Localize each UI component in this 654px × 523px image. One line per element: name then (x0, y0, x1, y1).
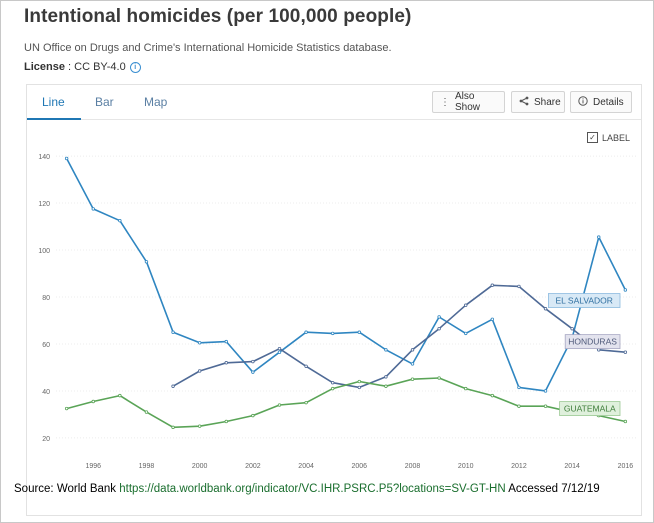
license-line: License : CC BY-4.0 i (24, 61, 141, 73)
license-label: License (24, 61, 65, 73)
share-button[interactable]: Share (511, 91, 565, 113)
label-toggle[interactable]: ✓ LABEL (587, 132, 630, 143)
active-tab-indicator (27, 118, 81, 120)
source-text: UN Office on Drugs and Crime's Internati… (24, 42, 392, 54)
details-button[interactable]: Details (570, 91, 632, 113)
share-label: Share (534, 96, 561, 108)
tab-bar: Line Bar Map ⋮ Also Show Share Details (27, 85, 641, 120)
license-value: : CC BY-4.0 (64, 61, 126, 73)
label-checkbox[interactable]: ✓ (587, 132, 598, 143)
details-label: Details (593, 96, 624, 108)
share-icon (519, 96, 529, 109)
footer-accessed: Accessed 7/12/19 (505, 483, 600, 495)
footer-prefix: Source: World Bank (14, 483, 120, 495)
more-vertical-icon: ⋮ (440, 96, 450, 108)
page-title: Intentional homicides (per 100,000 peopl… (24, 6, 412, 27)
also-show-label: Also Show (455, 91, 481, 113)
source-link[interactable]: https://data.worldbank.org/indicator/VC.… (119, 483, 506, 495)
tab-bar-chart[interactable]: Bar (95, 95, 114, 109)
label-toggle-text: LABEL (602, 132, 631, 143)
footer-citation: Source: World Bank https://data.worldban… (14, 482, 634, 496)
also-show-button[interactable]: ⋮ Also Show (432, 91, 505, 113)
info-icon[interactable]: i (129, 61, 141, 73)
tab-line[interactable]: Line (42, 95, 65, 109)
tab-map[interactable]: Map (144, 95, 168, 109)
details-info-icon (578, 95, 588, 109)
chart-card: Line Bar Map ⋮ Also Show Share Details ✓ L… (26, 84, 642, 516)
